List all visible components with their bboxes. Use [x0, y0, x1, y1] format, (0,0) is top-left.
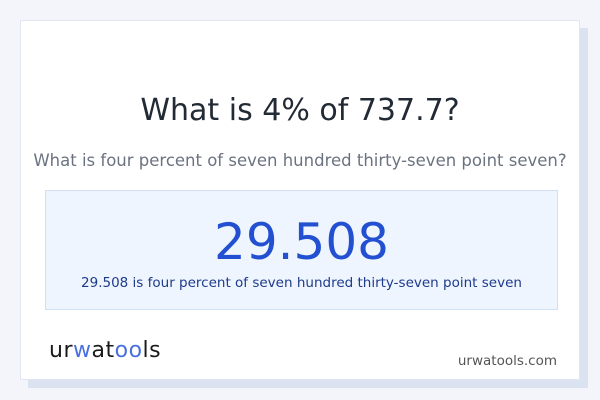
result-box: 29.508 29.508 is four percent of seven h…	[45, 190, 558, 310]
result-sentence: 29.508 is four percent of seven hundred …	[81, 275, 522, 291]
urwatools-logo: urwatools	[49, 338, 162, 363]
page-title: What is 4% of 737.7?	[140, 93, 460, 128]
site-url: urwatools.com	[457, 353, 557, 369]
page-subtitle: What is four percent of seven hundred th…	[33, 151, 567, 170]
result-value: 29.508	[214, 213, 389, 271]
result-card: What is 4% of 737.7? What is four percen…	[20, 20, 580, 380]
